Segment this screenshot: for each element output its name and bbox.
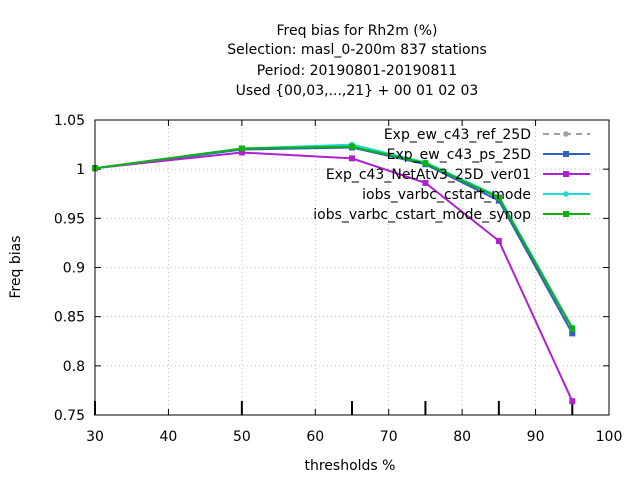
plot-frame xyxy=(94,119,610,416)
legend-label: Exp_ew_c43_ref_25D xyxy=(384,127,531,143)
series-point xyxy=(495,194,502,201)
legend-label: iobs_varbc_cstart_mode xyxy=(362,187,531,203)
legend-item: iobs_varbc_cstart_mode xyxy=(362,187,590,203)
series-point xyxy=(563,131,569,137)
x-tick-label: 90 xyxy=(527,429,545,445)
series-line xyxy=(94,145,574,329)
legend-label: Exp_ew_c43_ps_25D xyxy=(387,147,531,163)
legend-item: iobs_varbc_cstart_mode_synop xyxy=(313,207,590,223)
x-tick-label: 40 xyxy=(160,429,178,445)
series-point xyxy=(563,191,569,197)
series-point xyxy=(569,330,576,337)
series-line xyxy=(94,151,574,402)
series-point xyxy=(495,237,502,244)
series-point xyxy=(563,211,569,217)
y-axis-label: Freq bias xyxy=(8,235,24,298)
legend-item: Exp_ew_c43_ref_25D xyxy=(384,127,590,143)
legend-label: Exp_c43_NetAtv3_25D_ver01 xyxy=(326,167,531,183)
y-tick-label: 1 xyxy=(76,162,85,178)
title-line-3: Period: 20190801-20190811 xyxy=(257,63,457,79)
series-layer xyxy=(92,141,576,405)
x-tick-label: 60 xyxy=(306,429,324,445)
series-point xyxy=(563,151,569,157)
x-tick-label: 70 xyxy=(380,429,398,445)
y-tick-label: 1.05 xyxy=(54,113,85,129)
y-tick-label: 0.75 xyxy=(54,408,85,424)
series-point xyxy=(422,179,429,186)
y-tick-label: 0.8 xyxy=(63,359,85,375)
grid-lines xyxy=(94,119,610,416)
series-point xyxy=(569,398,576,405)
legend-item: Exp_c43_NetAtv3_25D_ver01 xyxy=(326,167,590,183)
title-line-4: Used {00,03,...,21} + 00 01 02 03 xyxy=(236,83,479,99)
x-tick-label: 80 xyxy=(453,429,471,445)
x-tick-label: 50 xyxy=(233,429,251,445)
y-tick-label: 0.85 xyxy=(54,310,85,326)
axis-ticks: 0.75 0.8 0.85 0.9 0.95 1 1.05 30 40 50 60 70 80 90 100 xyxy=(54,113,623,445)
legend: Exp_ew_c43_ref_25D Exp_ew_c43_ps_25D Exp_c… xyxy=(313,127,590,223)
title-line-1: Freq bias for Rh2m (%) xyxy=(276,23,437,39)
series-point xyxy=(238,145,245,152)
x-axis-label: thresholds % xyxy=(305,458,396,474)
series-point xyxy=(349,143,355,150)
x-tick-label: 100 xyxy=(596,429,623,445)
y-tick-label: 0.95 xyxy=(54,211,85,227)
x-tick-label: 30 xyxy=(86,429,104,445)
chart-title: Freq bias for Rh2m (%) Selection: masl_0… xyxy=(227,23,487,99)
legend-label: iobs_varbc_cstart_mode_synop xyxy=(313,207,531,223)
legend-item: Exp_ew_c43_ps_25D xyxy=(387,147,590,163)
series-point xyxy=(422,160,429,167)
y-tick-label: 0.9 xyxy=(63,261,85,277)
series-point xyxy=(238,149,245,156)
series-point xyxy=(569,325,576,332)
series-point xyxy=(349,155,355,162)
title-line-2: Selection: masl_0-200m 837 stations xyxy=(227,42,487,58)
series-point xyxy=(563,171,569,177)
